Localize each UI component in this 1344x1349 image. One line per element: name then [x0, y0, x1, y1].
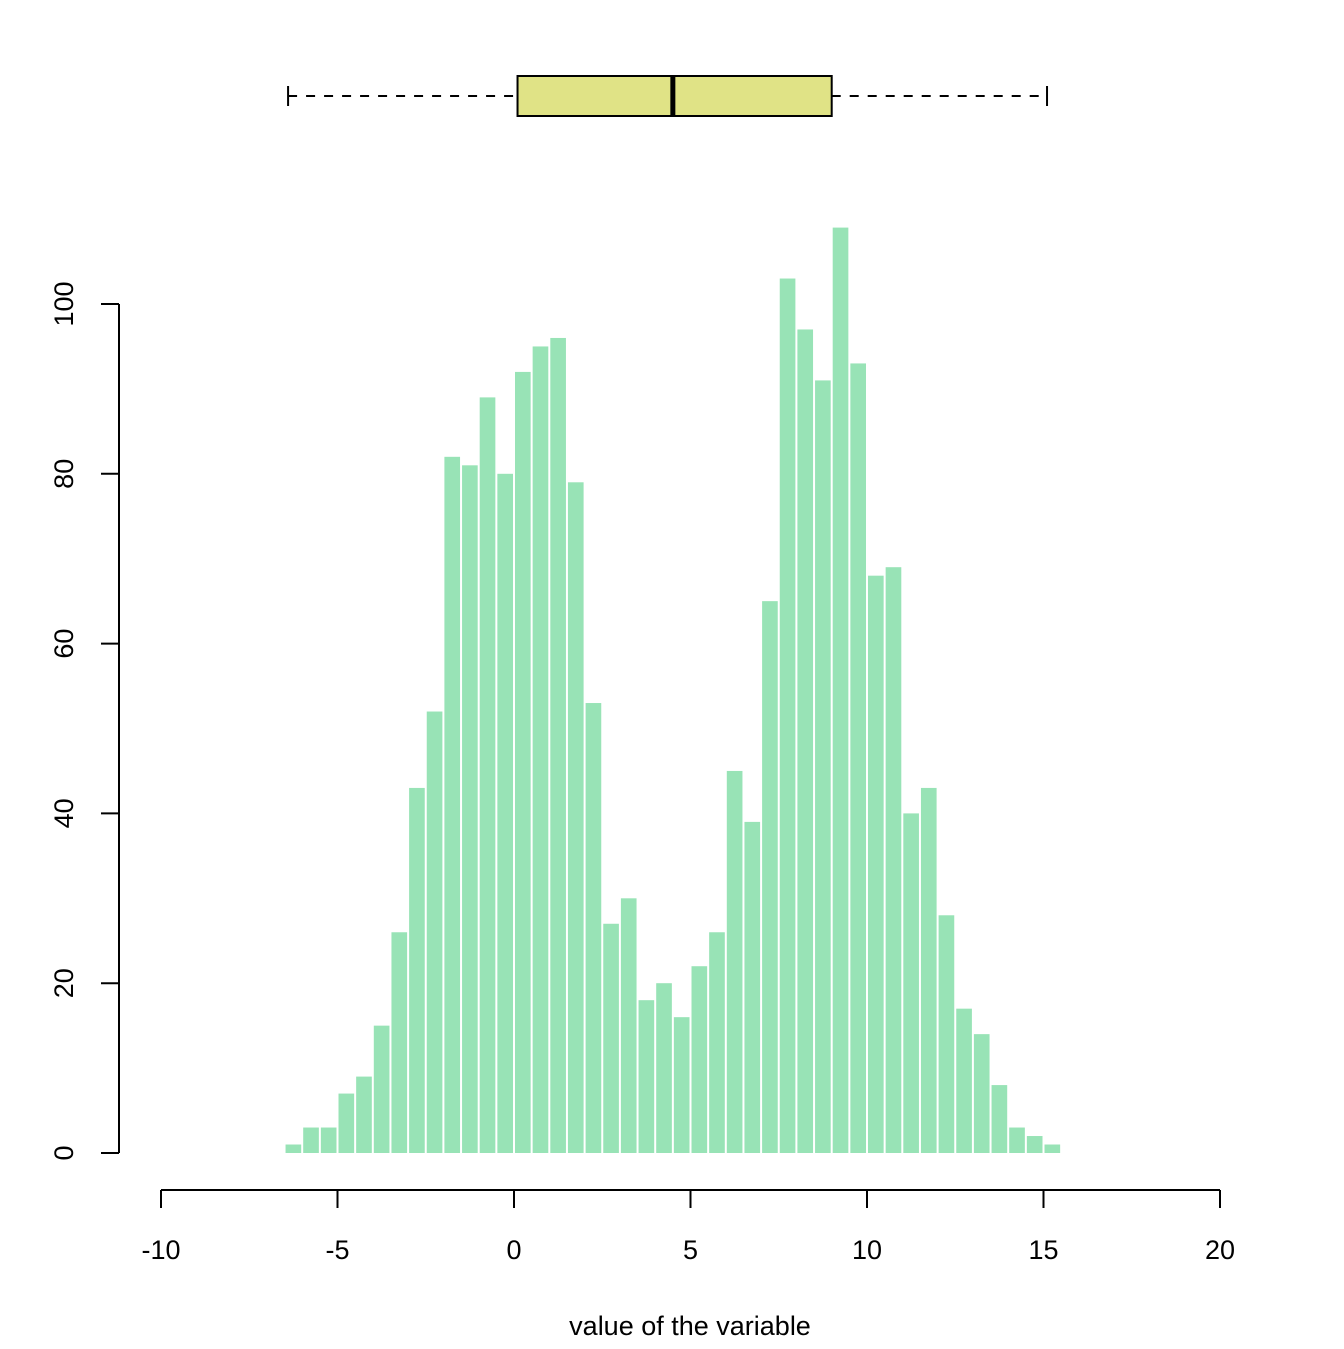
- histogram-bar: [620, 898, 637, 1153]
- histogram-bar: [356, 1076, 372, 1153]
- histogram-bar: [1044, 1144, 1061, 1153]
- histogram-bar: [920, 787, 937, 1153]
- histogram-bar: [991, 1085, 1008, 1153]
- histogram-bar: [691, 966, 708, 1153]
- histogram-bar: [426, 711, 443, 1153]
- histogram-bar: [779, 278, 796, 1153]
- y-tick-label: 40: [49, 798, 79, 828]
- histogram-bar: [603, 923, 619, 1153]
- histogram-bar: [744, 821, 761, 1153]
- y-axis: 0 20 40 60 80 100: [49, 281, 120, 1161]
- x-tick-label: 5: [683, 1235, 698, 1265]
- histogram-bar: [497, 473, 513, 1153]
- x-axis: -10 -5 0 5 10 15 20: [141, 1189, 1235, 1265]
- histogram-bar: [567, 482, 584, 1153]
- histogram-bar: [973, 1034, 990, 1153]
- histogram-bar: [673, 1017, 690, 1153]
- histogram-bar: [797, 329, 814, 1154]
- histogram-bar: [532, 346, 549, 1153]
- y-tick-label: 0: [49, 1145, 79, 1160]
- histogram-bar: [938, 915, 955, 1153]
- histogram-bar: [1009, 1127, 1025, 1153]
- histogram-bar: [338, 1093, 355, 1153]
- y-tick-label: 20: [49, 968, 79, 998]
- histogram-bar: [462, 465, 478, 1153]
- histogram-bar: [868, 575, 884, 1153]
- histogram-bar: [850, 363, 866, 1153]
- histogram-bar: [285, 1144, 302, 1153]
- histogram-bar: [885, 567, 902, 1153]
- histogram-bar: [409, 787, 425, 1153]
- histogram-bar: [956, 1008, 972, 1153]
- y-tick-label: 80: [49, 459, 79, 489]
- x-tick-label: 0: [506, 1235, 521, 1265]
- x-tick-label: 15: [1028, 1235, 1058, 1265]
- x-axis-title: value of the variable: [569, 1311, 811, 1341]
- histogram-bars: [285, 227, 1061, 1154]
- x-tick-label: -10: [141, 1235, 180, 1265]
- histogram-bar: [585, 703, 602, 1153]
- histogram-bar: [656, 983, 672, 1153]
- x-tick-label: 20: [1205, 1235, 1235, 1265]
- x-tick-label: 10: [852, 1235, 882, 1265]
- histogram-bar: [815, 380, 831, 1153]
- histogram-bar: [1026, 1136, 1043, 1153]
- boxplot: [287, 75, 1049, 117]
- histogram-bar: [726, 770, 743, 1153]
- histogram-bar: [444, 456, 461, 1153]
- histogram-bar: [515, 371, 531, 1153]
- histogram-bar: [832, 227, 849, 1154]
- histogram-bar: [391, 932, 408, 1153]
- y-tick-label: 100: [49, 281, 79, 326]
- histogram-bar: [638, 1000, 655, 1153]
- x-tick-label: -5: [325, 1235, 349, 1265]
- histogram-bar: [373, 1025, 390, 1153]
- histogram-bar: [320, 1127, 337, 1153]
- histogram-bar: [709, 932, 725, 1153]
- histogram-bar: [762, 601, 778, 1153]
- histogram-bar: [303, 1127, 319, 1153]
- histogram-bar: [550, 337, 566, 1154]
- y-tick-label: 60: [49, 629, 79, 659]
- histogram-bar: [479, 397, 496, 1153]
- histogram-bar: [903, 813, 919, 1153]
